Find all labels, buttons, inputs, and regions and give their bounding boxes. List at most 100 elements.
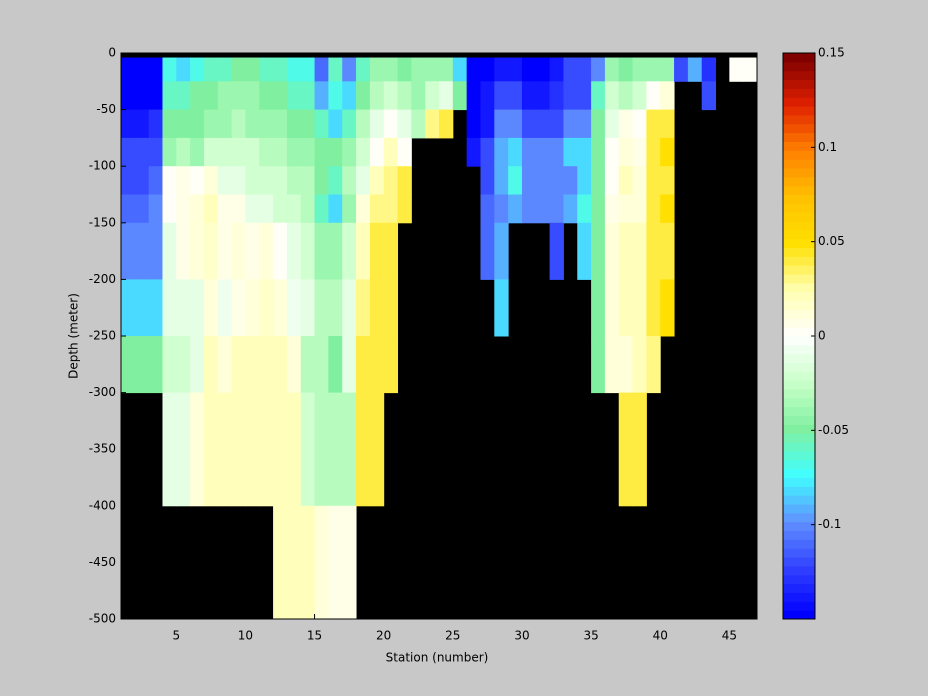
heatmap-cell [549, 57, 564, 82]
colorbar-step [783, 442, 815, 452]
heatmap-cell [286, 505, 302, 620]
heatmap-cell [480, 194, 495, 224]
heatmap-cell [259, 279, 274, 337]
heatmap-cell [632, 194, 647, 224]
heatmap-cell [190, 222, 205, 280]
colorbar-step [783, 362, 815, 372]
y-tick-label: -350 [89, 442, 116, 456]
heatmap-cell [577, 109, 592, 139]
heatmap-cell [342, 505, 357, 620]
heatmap-cell [273, 222, 288, 280]
heatmap-cell [190, 166, 205, 195]
heatmap-cell [121, 57, 136, 82]
heatmap-cell [466, 81, 481, 111]
heatmap-cell [369, 137, 385, 167]
heatmap-cell [134, 222, 150, 280]
heatmap-cell [176, 57, 191, 82]
colorbar-step [783, 212, 815, 222]
x-tick-label: 20 [376, 629, 391, 643]
heatmap-cell [162, 194, 177, 224]
heatmap-cell [369, 279, 385, 337]
colorbar-step [783, 79, 815, 89]
heatmap-cell [632, 109, 647, 139]
heatmap-cell [591, 194, 606, 224]
heatmap-cell [300, 57, 316, 82]
heatmap-cell [604, 137, 620, 167]
heatmap-cell [494, 222, 509, 280]
heatmap-cell [300, 222, 316, 280]
heatmap-cell [162, 279, 177, 337]
colorbar-step [783, 167, 815, 178]
heatmap-cell [217, 137, 233, 167]
heatmap-cell [660, 194, 675, 224]
heatmap-cell [356, 137, 371, 167]
heatmap-cell [521, 109, 537, 139]
colorbar-step [783, 344, 815, 355]
heatmap-cell [259, 81, 274, 111]
heatmap-cell [286, 336, 302, 394]
heatmap-cell [356, 57, 371, 82]
heatmap-cell [162, 166, 177, 195]
colorbar-tick-label: -0.05 [818, 423, 849, 437]
heatmap-cell [121, 137, 136, 167]
heatmap-cell [148, 109, 163, 139]
heatmap-cell [508, 166, 523, 195]
heatmap-cell [328, 81, 343, 111]
colorbar-step [783, 574, 815, 585]
heatmap-cell [535, 166, 551, 195]
heatmap-cell [549, 166, 564, 195]
heatmap-cell [328, 109, 343, 139]
heatmap-cell [314, 222, 329, 280]
heatmap-cell [369, 166, 385, 195]
colorbar-step [783, 459, 815, 470]
heatmap-cell [273, 57, 288, 82]
colorbar-tick-label: 0.05 [818, 234, 845, 248]
heatmap-cell [369, 222, 385, 280]
heatmap-cell [563, 137, 578, 167]
heatmap-cell [701, 81, 717, 111]
heatmap-cell [148, 279, 163, 337]
heatmap-cell [273, 137, 288, 167]
heatmap-cell [660, 222, 675, 280]
heatmap-cell [604, 109, 620, 139]
colorbar-step [783, 291, 815, 302]
heatmap-cell [521, 81, 537, 111]
heatmap-cell [162, 81, 177, 111]
colorbar-step [783, 114, 815, 125]
colorbar-step [783, 88, 815, 98]
heatmap-cell [604, 222, 620, 280]
x-tick-label: 25 [445, 629, 460, 643]
heatmap-cell [383, 279, 399, 337]
heatmap-cell [591, 336, 606, 394]
heatmap-cell [245, 392, 260, 507]
heatmap-cell [342, 137, 357, 167]
heatmap-cell [162, 336, 177, 394]
heatmap-cell [231, 392, 246, 507]
heatmap-cell [743, 57, 758, 82]
heatmap-cell [176, 109, 191, 139]
heatmap-cell [134, 336, 150, 394]
heatmap-cell [217, 222, 233, 280]
colorbar-step [783, 336, 815, 346]
heatmap-cell [383, 194, 399, 224]
heatmap-cell [521, 166, 537, 195]
colorbar-step [783, 185, 815, 195]
heatmap-cell [535, 194, 551, 224]
heatmap-cell [577, 222, 592, 280]
heatmap-cell [300, 392, 316, 507]
x-tick-label: 15 [307, 629, 322, 643]
heatmap-cell [646, 279, 661, 337]
heatmap-cell [369, 57, 385, 82]
y-tick-label: -500 [89, 612, 116, 626]
x-tick-label: 35 [583, 629, 598, 643]
heatmap-cell [190, 57, 205, 82]
heatmap-cell [383, 81, 399, 111]
heatmap-cell [646, 336, 661, 394]
heatmap-cell [356, 222, 371, 280]
heatmap-cell [604, 166, 620, 195]
colorbar-step [783, 521, 815, 532]
heatmap-cell [286, 81, 302, 111]
colorbar-step [783, 389, 815, 399]
heatmap-cell [494, 194, 509, 224]
